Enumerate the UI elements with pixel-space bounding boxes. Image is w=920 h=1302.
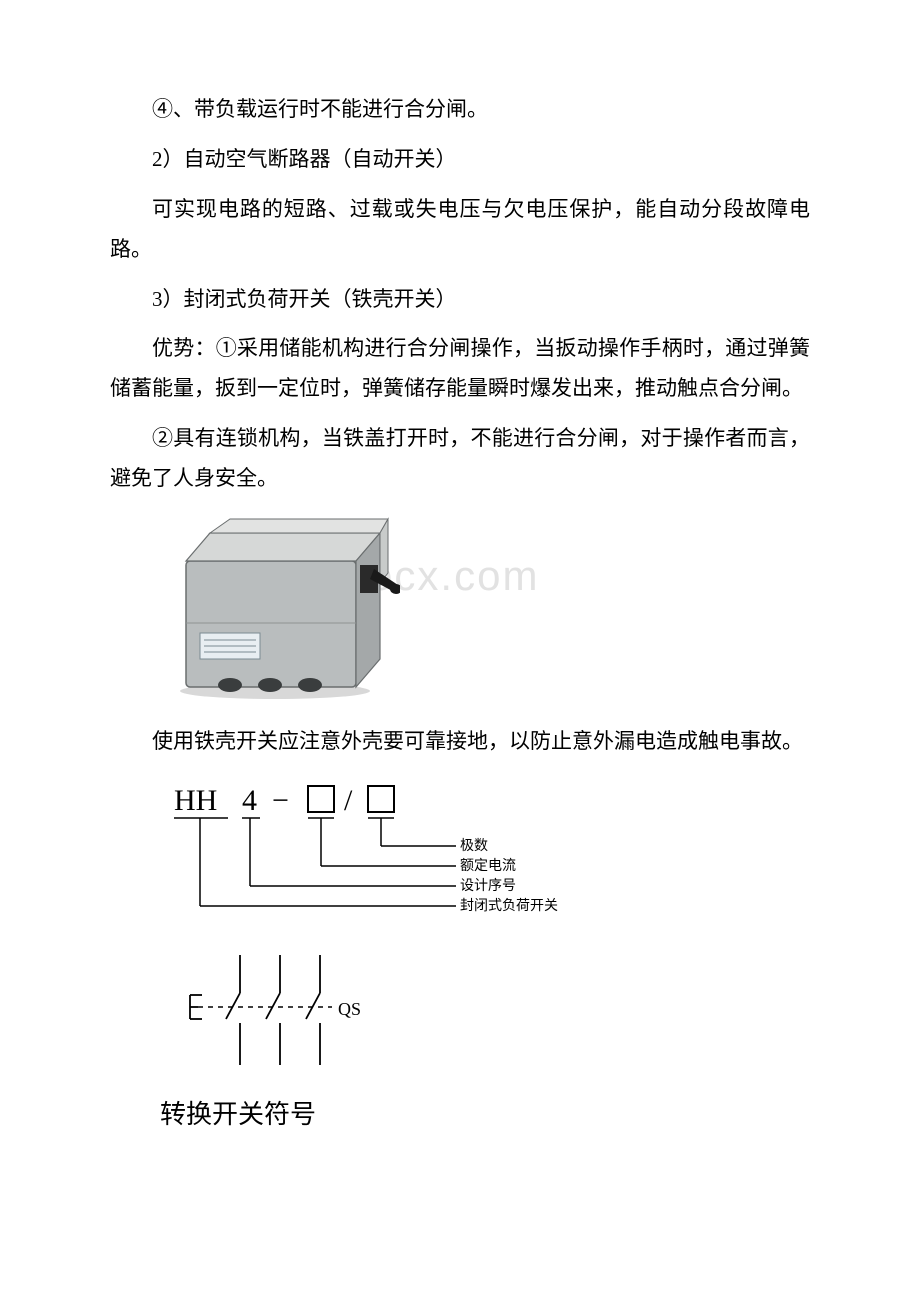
model-dash: − bbox=[272, 784, 289, 817]
model-label-type: 封闭式负荷开关 bbox=[460, 898, 558, 914]
paragraph: 可实现电路的短路、过载或失电压与欠电压保护，能自动分段故障电路。 bbox=[110, 190, 810, 270]
symbol-qs-label: QS bbox=[338, 999, 361, 1019]
model-label-poles: 极数 bbox=[460, 838, 488, 854]
symbol-caption: 转换开关符号 bbox=[160, 1094, 810, 1131]
model-designation-diagram: HH 4 − / bbox=[160, 776, 810, 931]
paragraph: 使用铁壳开关应注意外壳要可靠接地，以防止意外漏电造成触电事故。 bbox=[110, 722, 810, 762]
document-body: ④、带负载运行时不能进行合分闸。 2）自动空气断路器（自动开关） 可实现电路的短… bbox=[110, 90, 810, 1131]
paragraph: ④、带负载运行时不能进行合分闸。 bbox=[110, 90, 810, 130]
paragraph: ②具有连锁机构，当铁盖打开时，不能进行合分闸，对于操作者而言，避免了人身安全。 bbox=[110, 419, 810, 499]
model-4: 4 bbox=[242, 784, 257, 817]
switch-symbol-diagram: QS bbox=[160, 945, 810, 1080]
model-box1 bbox=[308, 786, 334, 812]
paragraph: 2）自动空气断路器（自动开关） bbox=[110, 140, 810, 180]
paragraph: 优势：①采用储能机构进行合分闸操作，当扳动操作手柄时，通过弹簧储蓄能量，扳到一定… bbox=[110, 329, 810, 409]
paragraph: 3）封闭式负荷开关（铁壳开关） bbox=[110, 280, 810, 320]
model-label-current: 额定电流 bbox=[460, 858, 516, 874]
model-hh: HH bbox=[174, 784, 217, 817]
switch-photo bbox=[160, 513, 810, 708]
model-box2 bbox=[368, 786, 394, 812]
model-label-design: 设计序号 bbox=[460, 878, 516, 894]
model-slash: / bbox=[344, 784, 353, 817]
